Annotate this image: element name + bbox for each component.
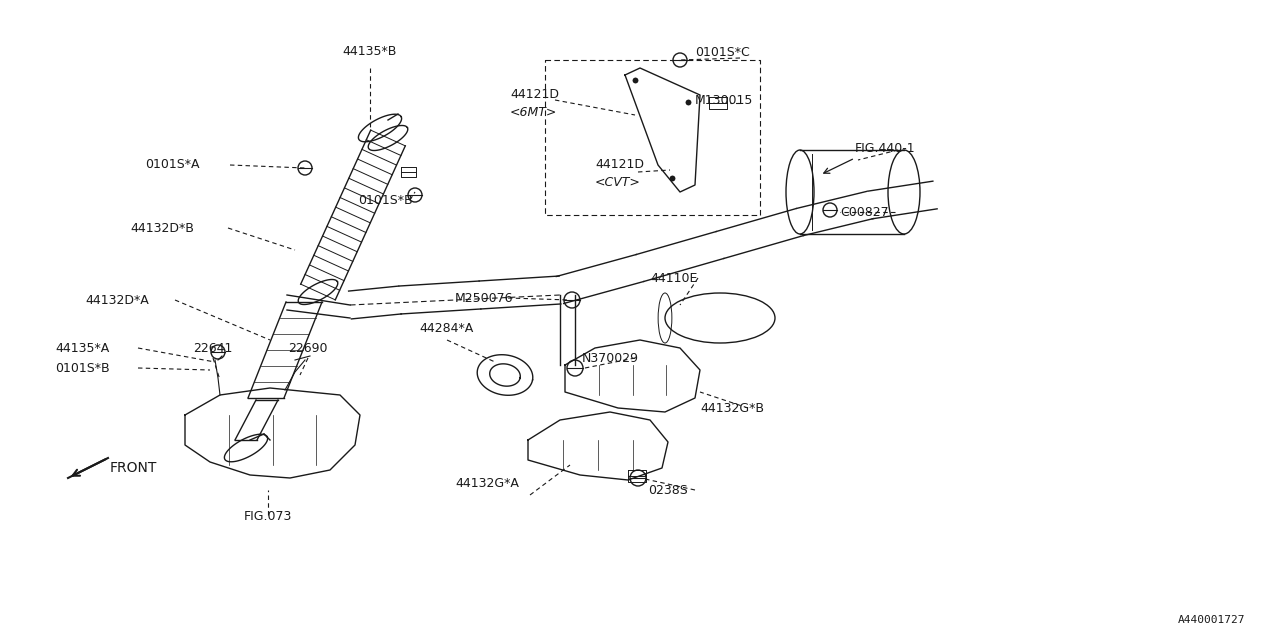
Text: C00827: C00827 bbox=[840, 205, 888, 218]
Text: 44110E: 44110E bbox=[650, 271, 698, 285]
Text: 44284*A: 44284*A bbox=[420, 322, 474, 335]
Text: N370029: N370029 bbox=[582, 351, 639, 365]
Text: 0101S*C: 0101S*C bbox=[695, 45, 750, 58]
Text: 0101S*B: 0101S*B bbox=[55, 362, 110, 374]
Text: M250076: M250076 bbox=[454, 291, 513, 305]
Text: A440001727: A440001727 bbox=[1178, 615, 1245, 625]
Text: FIG.440-1: FIG.440-1 bbox=[855, 141, 915, 154]
Text: 0101S*A: 0101S*A bbox=[145, 159, 200, 172]
Text: 44132G*B: 44132G*B bbox=[700, 401, 764, 415]
Text: <CVT>: <CVT> bbox=[595, 177, 641, 189]
Text: 44121D: 44121D bbox=[509, 88, 559, 102]
Text: 0238S: 0238S bbox=[648, 483, 687, 497]
Text: 44132G*A: 44132G*A bbox=[456, 477, 518, 490]
Text: 44135*A: 44135*A bbox=[55, 342, 109, 355]
Text: 22641: 22641 bbox=[193, 342, 233, 355]
Text: FIG.073: FIG.073 bbox=[243, 510, 292, 523]
Text: <6MT>: <6MT> bbox=[509, 106, 557, 120]
Text: 0101S*B: 0101S*B bbox=[358, 193, 412, 207]
Text: 22690: 22690 bbox=[288, 342, 328, 355]
Text: 44132D*B: 44132D*B bbox=[131, 221, 193, 234]
Text: 44132D*A: 44132D*A bbox=[84, 294, 148, 307]
Text: FRONT: FRONT bbox=[110, 461, 157, 475]
Text: 44121D: 44121D bbox=[595, 159, 644, 172]
Text: M130015: M130015 bbox=[695, 93, 754, 106]
Text: 44135*B: 44135*B bbox=[343, 45, 397, 58]
